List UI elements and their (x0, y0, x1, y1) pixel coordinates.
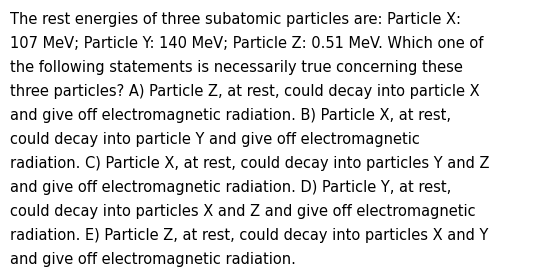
Text: radiation. E) Particle Z, at rest, could decay into particles X and Y: radiation. E) Particle Z, at rest, could… (10, 228, 488, 243)
Text: The rest energies of three subatomic particles are: Particle X:: The rest energies of three subatomic par… (10, 12, 461, 27)
Text: three particles? A) Particle Z, at rest, could decay into particle X: three particles? A) Particle Z, at rest,… (10, 84, 480, 99)
Text: could decay into particle Y and give off electromagnetic: could decay into particle Y and give off… (10, 132, 420, 147)
Text: 107 MeV; Particle Y: 140 MeV; Particle Z: 0.51 MeV. Which one of: 107 MeV; Particle Y: 140 MeV; Particle Z… (10, 36, 483, 51)
Text: and give off electromagnetic radiation. D) Particle Y, at rest,: and give off electromagnetic radiation. … (10, 180, 451, 195)
Text: could decay into particles X and Z and give off electromagnetic: could decay into particles X and Z and g… (10, 204, 475, 219)
Text: and give off electromagnetic radiation.: and give off electromagnetic radiation. (10, 252, 296, 267)
Text: and give off electromagnetic radiation. B) Particle X, at rest,: and give off electromagnetic radiation. … (10, 108, 451, 123)
Text: the following statements is necessarily true concerning these: the following statements is necessarily … (10, 60, 463, 75)
Text: radiation. C) Particle X, at rest, could decay into particles Y and Z: radiation. C) Particle X, at rest, could… (10, 156, 489, 171)
